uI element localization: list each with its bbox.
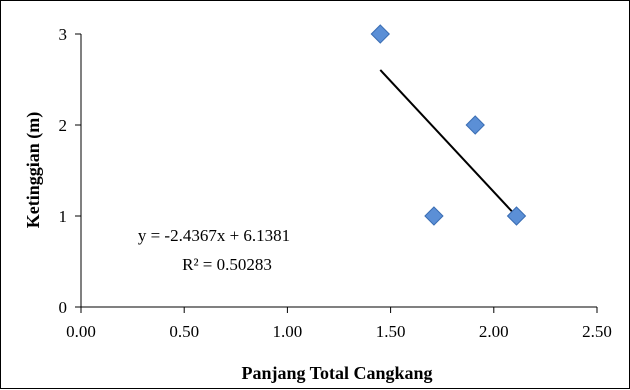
x-tick-label: 1.50 xyxy=(376,322,406,341)
trendline-group xyxy=(379,69,518,217)
x-tick-label: 0.50 xyxy=(169,322,199,341)
data-point xyxy=(424,206,444,226)
data-point xyxy=(370,24,390,44)
x-tick-label: 2.00 xyxy=(479,322,509,341)
x-tick-label: 2.50 xyxy=(582,322,612,341)
x-tick-label: 1.00 xyxy=(273,322,303,341)
y-axis-title: Ketinggian (m) xyxy=(23,112,44,229)
y-tick-label: 0 xyxy=(59,298,68,317)
y-tick-label: 1 xyxy=(59,207,68,226)
y-tick-label: 2 xyxy=(59,116,68,135)
data-point xyxy=(506,206,527,226)
x-tick-label: 0.00 xyxy=(66,322,96,341)
trendline-equation: y = -2.4367x + 6.1381 xyxy=(138,226,290,245)
r-squared-label: R² = 0.50283 xyxy=(182,255,272,274)
tick-labels: 0.00 0.50 1.00 1.50 2.00 2.50 0 1 2 3 xyxy=(59,25,612,341)
axes xyxy=(75,33,598,313)
data-points xyxy=(370,24,527,226)
trendline xyxy=(379,69,518,217)
y-tick-label: 3 xyxy=(59,25,68,44)
x-axis-title: Panjang Total Cangkang xyxy=(241,363,432,383)
data-point xyxy=(465,115,485,135)
